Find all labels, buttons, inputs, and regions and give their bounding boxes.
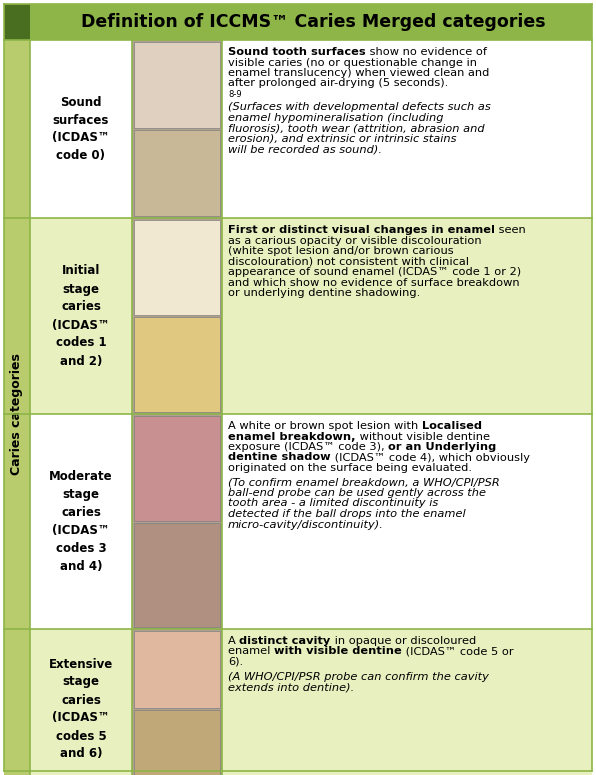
Text: Definition of ICCMS™ Caries Merged categories: Definition of ICCMS™ Caries Merged categ… (80, 13, 545, 31)
Text: in opaque or discoloured: in opaque or discoloured (331, 636, 476, 646)
Bar (132, 414, 222, 629)
Bar (134, 42, 220, 128)
Text: appearance of sound enamel (ICDAS™ code 1 or 2): appearance of sound enamel (ICDAS™ code … (228, 267, 521, 277)
Text: fluorosis), tooth wear (attrition, abrasion and: fluorosis), tooth wear (attrition, abras… (228, 123, 485, 133)
Text: originated on the surface being evaluated.: originated on the surface being evaluate… (228, 463, 472, 473)
Text: (Surfaces with developmental defects such as: (Surfaces with developmental defects suc… (228, 102, 491, 112)
Bar (134, 220, 220, 315)
Text: Sound tooth surfaces: Sound tooth surfaces (228, 47, 365, 57)
Bar (134, 416, 220, 521)
Text: without visible dentine: without visible dentine (355, 432, 489, 442)
Bar (4, 4, 30, 40)
Text: enamel hypomineralisation (including: enamel hypomineralisation (including (228, 113, 443, 123)
Bar (222, 40, 592, 218)
Text: as a carious opacity or visible discolouration: as a carious opacity or visible discolou… (228, 236, 482, 246)
Text: tooth area - a limited discontinuity is: tooth area - a limited discontinuity is (228, 498, 438, 508)
Bar (222, 414, 592, 629)
Text: (ICDAS™ code 4), which obviously: (ICDAS™ code 4), which obviously (331, 453, 530, 463)
Text: dentine shadow: dentine shadow (228, 453, 331, 463)
Text: discolouration) not consistent with clinical: discolouration) not consistent with clin… (228, 257, 469, 267)
Text: (To confirm enamel breakdown, a WHO/CPI/PSR: (To confirm enamel breakdown, a WHO/CPI/… (228, 477, 500, 487)
Text: enamel translucency) when viewed clean and: enamel translucency) when viewed clean a… (228, 68, 489, 78)
Text: ball-end probe can be used gently across the: ball-end probe can be used gently across… (228, 488, 486, 498)
Text: enamel: enamel (228, 646, 274, 656)
Text: seen: seen (495, 225, 526, 235)
Text: Initial
stage
caries
(ICDAS™
codes 1
and 2): Initial stage caries (ICDAS™ codes 1 and… (52, 264, 110, 367)
Text: Sound
surfaces
(ICDAS™
code 0): Sound surfaces (ICDAS™ code 0) (52, 95, 110, 163)
Text: or an Underlying: or an Underlying (388, 442, 496, 452)
Text: Extensive
stage
caries
(ICDAS™
codes 5
and 6): Extensive stage caries (ICDAS™ codes 5 a… (49, 657, 113, 760)
Text: distinct cavity: distinct cavity (240, 636, 331, 646)
Bar (134, 522, 220, 627)
Text: erosion), and extrinsic or intrinsic stains: erosion), and extrinsic or intrinsic sta… (228, 134, 457, 144)
Bar (132, 40, 222, 218)
Bar (4, 40, 30, 775)
Text: extends into dentine).: extends into dentine). (228, 682, 354, 692)
Text: will be recorded as sound).: will be recorded as sound). (228, 144, 382, 154)
Text: enamel breakdown,: enamel breakdown, (228, 432, 355, 442)
Text: (ICDAS™ code 5 or: (ICDAS™ code 5 or (402, 646, 513, 656)
Bar (134, 631, 220, 708)
Text: (white spot lesion and/or brown carious: (white spot lesion and/or brown carious (228, 246, 454, 256)
Text: or underlying dentine shadowing.: or underlying dentine shadowing. (228, 288, 420, 298)
Text: A white or brown spot lesion with: A white or brown spot lesion with (228, 421, 422, 431)
Text: and which show no evidence of surface breakdown: and which show no evidence of surface br… (228, 277, 520, 288)
Text: 8-9: 8-9 (228, 90, 241, 99)
Bar (222, 629, 592, 775)
Bar (30, 629, 132, 775)
Bar (134, 130, 220, 216)
Text: 6).: 6). (228, 657, 243, 667)
Text: detected if the ball drops into the enamel: detected if the ball drops into the enam… (228, 509, 465, 519)
Bar (30, 40, 132, 218)
Text: exposure (ICDAS™ code 3),: exposure (ICDAS™ code 3), (228, 442, 388, 452)
Text: A: A (228, 636, 240, 646)
Text: micro-cavity/discontinuity).: micro-cavity/discontinuity). (228, 519, 384, 529)
Text: show no evidence of: show no evidence of (365, 47, 486, 57)
Bar (132, 629, 222, 775)
Bar (132, 218, 222, 414)
Bar (134, 317, 220, 412)
Text: (A WHO/CPI/PSR probe can confirm the cavity: (A WHO/CPI/PSR probe can confirm the cav… (228, 671, 489, 681)
Bar (30, 218, 132, 414)
Text: Localised: Localised (422, 421, 482, 431)
Text: after prolonged air-drying (5 seconds).: after prolonged air-drying (5 seconds). (228, 78, 448, 88)
Text: with visible dentine: with visible dentine (274, 646, 402, 656)
Bar (4, 4, 592, 40)
Text: First or distinct visual changes in enamel: First or distinct visual changes in enam… (228, 225, 495, 235)
Bar (30, 414, 132, 629)
Text: visible caries (no or questionable change in: visible caries (no or questionable chang… (228, 57, 477, 67)
Text: Moderate
stage
caries
(ICDAS™
codes 3
and 4): Moderate stage caries (ICDAS™ codes 3 an… (49, 470, 113, 573)
Bar (134, 710, 220, 775)
Text: Caries categories: Caries categories (11, 353, 23, 475)
Bar (222, 218, 592, 414)
